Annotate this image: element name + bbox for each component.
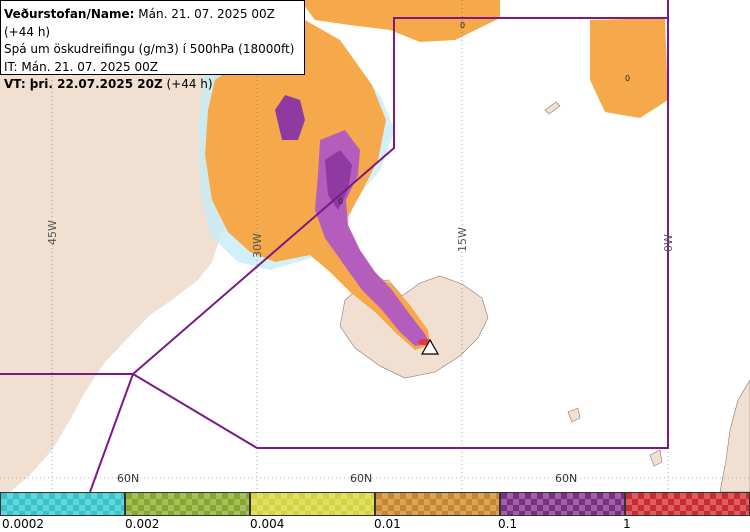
forecast-info-box: Veðurstofan/Name: Mán. 21. 07. 2025 00Z …	[0, 0, 305, 91]
legend-ticks: 0.0002 0.002 0.004 0.01 0.1 1	[0, 516, 750, 532]
ash-region-low-northeast	[590, 18, 668, 118]
legend-swatch-3	[250, 492, 375, 516]
legend-swatch-4	[375, 492, 500, 516]
lon-label-15w: 15W	[456, 227, 469, 252]
legend-color-bar	[0, 492, 750, 516]
contour-label-3: 0	[338, 197, 343, 206]
jan-mayen-island	[544, 101, 561, 115]
ash-plume-north-patch	[275, 95, 305, 140]
legend-tick-4: 0.01	[374, 517, 401, 531]
info-line-2: Spá um öskudreifingu (g/m3) í 500hPa (18…	[4, 42, 295, 56]
info-line-1: Veðurstofan/Name: Mán. 21. 07. 2025 00Z …	[4, 6, 301, 41]
valid-offset: (+44 h)	[162, 77, 213, 91]
legend-tick-6: 1	[623, 517, 631, 531]
legend-swatch-5	[500, 492, 625, 516]
lon-label-0w: 0W	[662, 234, 675, 252]
lat-label-60n-3: 60N	[555, 472, 577, 485]
graticule	[0, 0, 750, 492]
contour-label-1: 0	[460, 21, 465, 30]
lat-label-60n-2: 60N	[350, 472, 372, 485]
ash-plume-core	[325, 150, 352, 210]
ash-forecast-map: 45W 30W 15W 0W 60N 60N 60N 0 0 0	[0, 0, 750, 492]
info-line-3: IT: Mán. 21. 07. 2025 00Z	[4, 59, 158, 74]
legend-tick-3: 0.004	[250, 517, 285, 531]
legend-tick-5: 0.1	[498, 517, 518, 531]
ash-region-low-north	[300, 0, 500, 42]
faroe-islands	[567, 407, 581, 423]
triangle-volcano-icon	[420, 338, 440, 355]
legend-tick-2: 0.002	[125, 517, 160, 531]
concentration-legend: 0.0002 0.002 0.004 0.01 0.1 1	[0, 492, 750, 532]
fir-boundary	[0, 0, 669, 492]
legend-tick-1: 0.0002	[2, 517, 44, 531]
lat-label-60n-1: 60N	[117, 472, 139, 485]
lon-label-45w: 45W	[46, 220, 59, 245]
shetland-islands	[649, 449, 663, 467]
issue-time: Mán. 21. 07. 2025 00Z (+44 h)	[4, 7, 275, 39]
legend-swatch-6	[625, 492, 750, 516]
valid-time: VT: þri. 22.07.2025 20Z	[4, 77, 163, 91]
legend-swatch-2	[125, 492, 250, 516]
info-line-4: VT: þri. 22.07.2025 20Z (+44 h)	[4, 76, 301, 94]
legend-swatch-1	[0, 492, 125, 516]
lon-label-30w: 30W	[251, 233, 264, 258]
issuer-label: Veðurstofan/Name:	[4, 7, 135, 21]
norway-coast	[719, 379, 750, 492]
contour-label-2: 0	[625, 74, 630, 83]
